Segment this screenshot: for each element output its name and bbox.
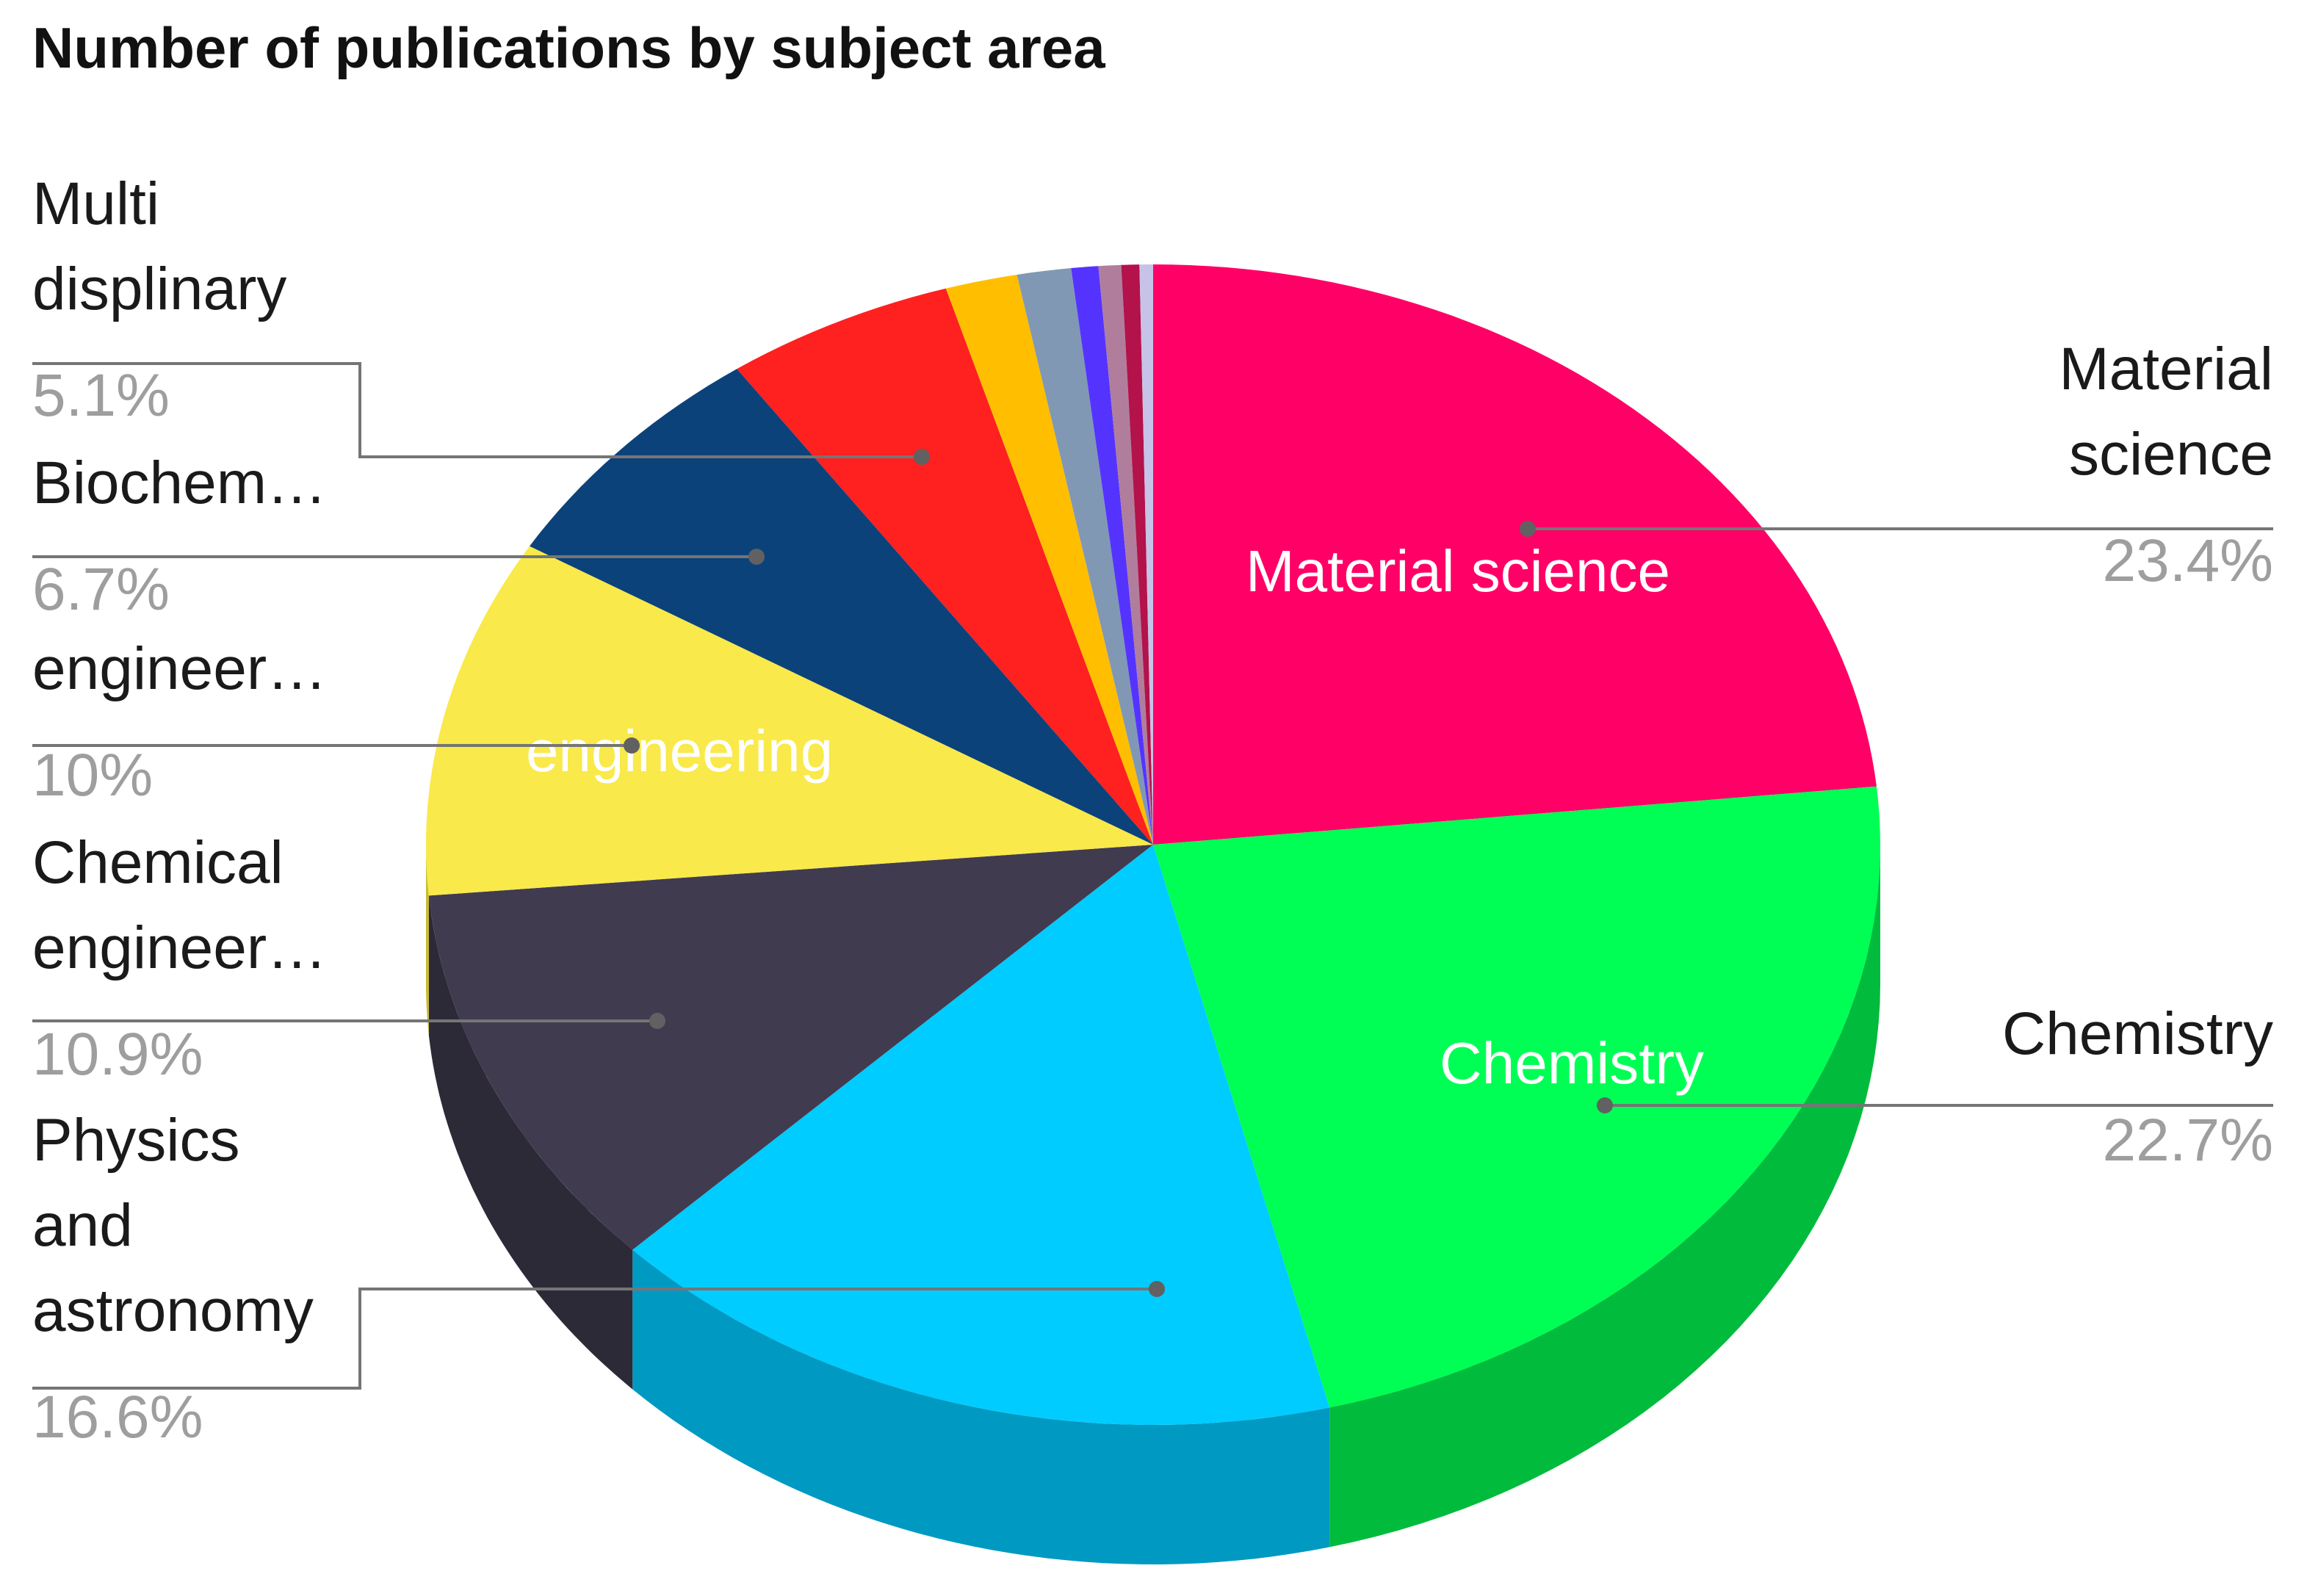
ext-label-0-line-0: Material — [2059, 336, 2273, 402]
pie-slice-10 — [1098, 264, 1153, 845]
chart-title: Number of publications by subject area — [32, 15, 1105, 80]
ext-label-1-line-0: Chemistry — [2002, 1000, 2273, 1067]
leader-line-2 — [32, 1288, 1157, 1390]
pie-slice-3 — [428, 845, 1153, 1250]
ext-label-6-line-0: Multi — [32, 170, 159, 237]
ext-label-4-line-0: engineer… — [32, 635, 327, 702]
leader-dot-6 — [914, 449, 930, 465]
inner-labels: Material science Chemistry engineering — [526, 538, 1704, 1096]
ext-pct-6: 5.1% — [32, 362, 170, 429]
pie-slice-7 — [945, 275, 1153, 845]
pie-slice-6 — [737, 288, 1153, 845]
leader-dot-4 — [624, 737, 640, 754]
leader-dot-0 — [1520, 521, 1536, 537]
ext-label-2-line-2: astronomy — [32, 1277, 314, 1344]
inner-label-0: Material science — [1246, 538, 1670, 604]
pie-slice-0 — [1153, 264, 1877, 845]
ext-label-2-line-0: Physics — [32, 1107, 240, 1174]
pie-side-3 — [428, 895, 633, 1390]
pie-side-1 — [1329, 845, 1880, 1548]
leader-dot-2 — [1149, 1281, 1165, 1297]
pie-slice-12 — [1139, 264, 1153, 845]
pie-sides — [426, 845, 1880, 1564]
ext-label-3-line-0: Chemical — [32, 829, 284, 896]
ext-label-0-line-1: science — [2069, 421, 2273, 488]
leader-line-6 — [32, 362, 922, 458]
outside-labels: Material science 23.4% Chemistry 22.7% Physic… — [32, 170, 2273, 1451]
ext-pct-5: 6.7% — [32, 556, 170, 623]
ext-label-3-line-1: engineer… — [32, 914, 327, 981]
pie-slice-9 — [1071, 266, 1153, 845]
ext-pct-4: 10% — [32, 742, 153, 809]
pie-side-4 — [426, 845, 429, 1036]
leader-dot-1 — [1597, 1097, 1613, 1113]
ext-label-5-line-0: Biochem… — [32, 449, 327, 516]
inner-label-4: engineering — [526, 718, 833, 784]
pie-slice-8 — [1017, 268, 1153, 845]
ext-pct-0: 23.4% — [2102, 527, 2273, 594]
ext-label-6-line-1: displinary — [32, 256, 286, 322]
ext-pct-2: 16.6% — [32, 1384, 203, 1451]
ext-pct-1: 22.7% — [2102, 1107, 2273, 1174]
leader-dot-5 — [748, 549, 765, 565]
pie-side-2 — [632, 1249, 1330, 1564]
pie-slice-2 — [632, 845, 1330, 1425]
pie-slices — [426, 264, 1880, 1425]
pie-slice-5 — [530, 369, 1153, 845]
ext-label-2-line-1: and — [32, 1192, 133, 1259]
pie-slice-1 — [1153, 786, 1880, 1408]
leader-dot-3 — [649, 1013, 665, 1029]
ext-pct-3: 10.9% — [32, 1021, 203, 1088]
pie-slice-11 — [1121, 264, 1153, 845]
inner-label-1: Chemistry — [1440, 1030, 1704, 1096]
pie-slice-4 — [426, 546, 1153, 896]
leader-lines — [32, 362, 2273, 1390]
